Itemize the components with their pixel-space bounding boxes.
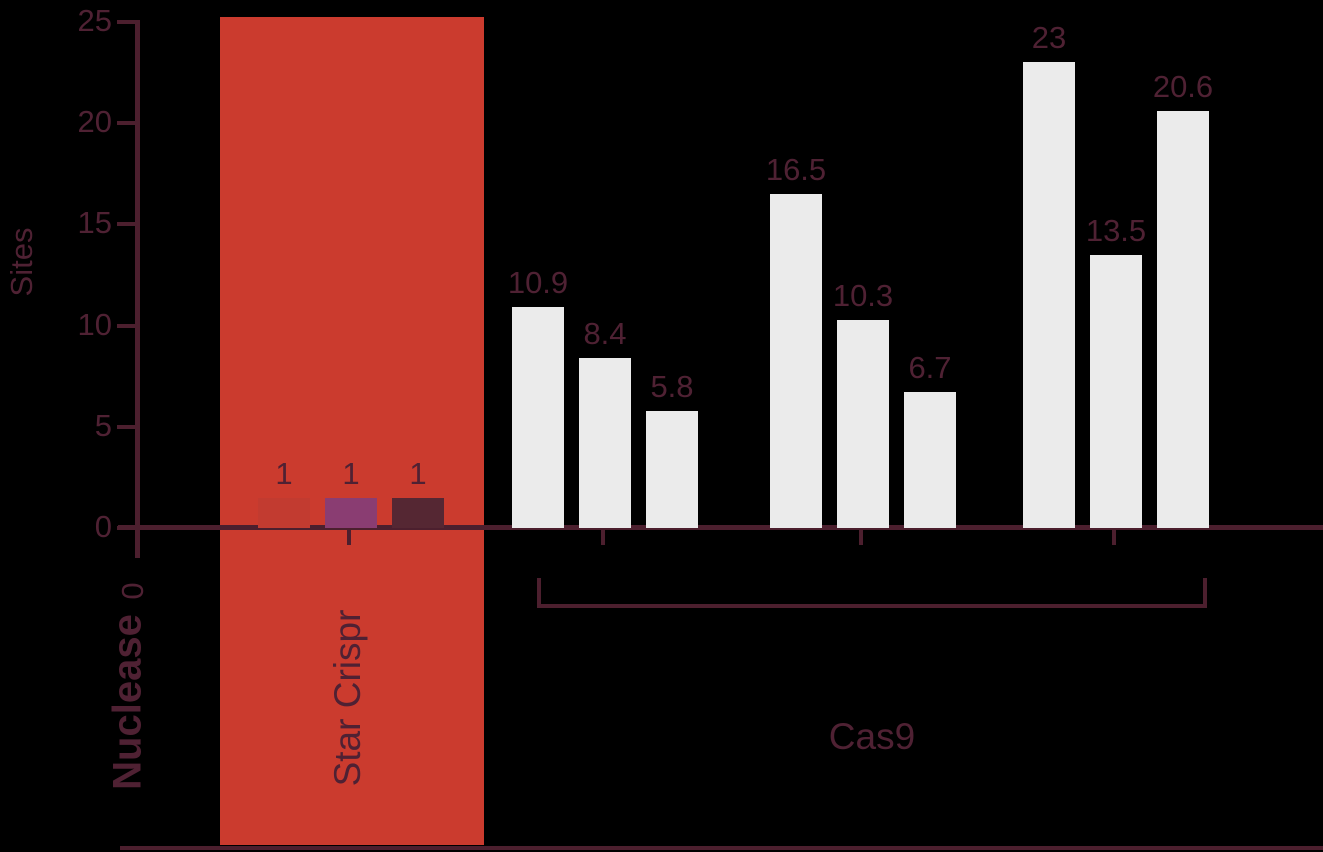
x-axis-title: Nuclease bbox=[105, 614, 150, 790]
bar bbox=[646, 411, 698, 528]
y-tick-mark bbox=[117, 425, 135, 429]
bar-value-label: 13.5 bbox=[1085, 213, 1147, 248]
x-group-tick-mark bbox=[1112, 530, 1116, 545]
bottom-border-line bbox=[120, 846, 1323, 850]
x-group-tick-mark bbox=[601, 530, 605, 545]
x-group-tick-mark bbox=[347, 530, 351, 545]
bar-value-label: 20.6 bbox=[1152, 69, 1214, 104]
y-tick-mark bbox=[117, 20, 135, 24]
bar bbox=[579, 358, 631, 528]
cas9-bracket bbox=[537, 578, 1207, 608]
bar-value-label: 8.4 bbox=[583, 316, 627, 351]
bar bbox=[1090, 255, 1142, 528]
y-tick-mark bbox=[117, 526, 135, 530]
y-tick-mark bbox=[117, 324, 135, 328]
y-tick-mark bbox=[117, 121, 135, 125]
y-tick-mark bbox=[117, 222, 135, 226]
bar bbox=[1157, 111, 1209, 528]
bar bbox=[1023, 62, 1075, 528]
bar-value-label: 23 bbox=[1031, 20, 1067, 55]
y-tick-label: 20 bbox=[77, 104, 112, 139]
bar bbox=[392, 498, 444, 528]
x-axis-line bbox=[118, 525, 1323, 530]
bar-value-label: 1 bbox=[342, 456, 360, 491]
bar-value-label: 16.5 bbox=[765, 152, 827, 187]
bar bbox=[325, 498, 377, 528]
y-axis-line bbox=[135, 20, 140, 558]
bar-value-label: 6.7 bbox=[908, 350, 952, 385]
bracket-label-cas9: Cas9 bbox=[828, 716, 916, 757]
category-label-star-crispr: Star Crispr bbox=[327, 609, 368, 787]
bar-value-label: 1 bbox=[275, 456, 293, 491]
bar-value-label: 10.3 bbox=[832, 278, 894, 313]
bar bbox=[258, 498, 310, 528]
bar-value-label: 10.9 bbox=[507, 265, 569, 300]
bar bbox=[904, 392, 956, 528]
x-origin-tick-label: 0 bbox=[115, 582, 150, 600]
y-tick-label: 5 bbox=[94, 408, 112, 443]
highlight-band bbox=[220, 17, 484, 845]
bar-value-label: 5.8 bbox=[650, 369, 694, 404]
y-tick-label: 15 bbox=[77, 205, 112, 240]
y-tick-label: 25 bbox=[77, 3, 112, 38]
y-tick-label: 0 bbox=[94, 509, 112, 544]
bar bbox=[512, 307, 564, 528]
bar bbox=[770, 194, 822, 528]
y-tick-label: 10 bbox=[77, 307, 112, 342]
bar-value-label: 1 bbox=[409, 456, 427, 491]
bar bbox=[837, 320, 889, 528]
x-group-tick-mark bbox=[859, 530, 863, 545]
